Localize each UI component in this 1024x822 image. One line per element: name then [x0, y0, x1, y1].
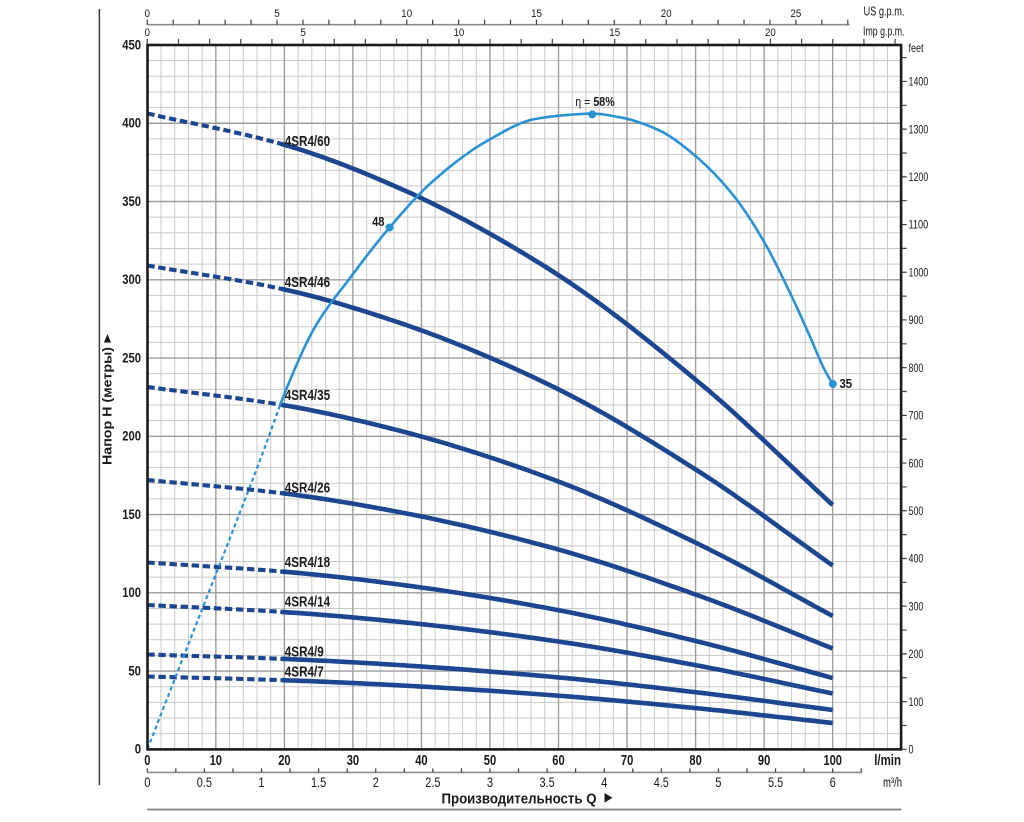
svg-text:4: 4 — [601, 775, 608, 790]
svg-text:l/min: l/min — [874, 752, 901, 769]
svg-text:90: 90 — [758, 752, 770, 769]
svg-text:0.5: 0.5 — [197, 775, 212, 790]
svg-text:200: 200 — [122, 429, 141, 444]
svg-text:500: 500 — [909, 504, 924, 518]
svg-text:15: 15 — [531, 8, 542, 20]
svg-text:4SR4/18: 4SR4/18 — [285, 554, 330, 571]
svg-text:700: 700 — [909, 409, 924, 423]
svg-text:100: 100 — [909, 695, 924, 709]
svg-text:900: 900 — [909, 313, 924, 327]
svg-text:2.5: 2.5 — [425, 775, 440, 790]
svg-text:400: 400 — [122, 116, 141, 131]
svg-text:30: 30 — [347, 752, 359, 769]
svg-text:1400: 1400 — [909, 75, 929, 89]
svg-text:1200: 1200 — [909, 170, 929, 184]
svg-text:350: 350 — [122, 194, 141, 209]
svg-text:5: 5 — [274, 8, 280, 20]
svg-text:4SR4/9: 4SR4/9 — [285, 644, 324, 661]
svg-text:1100: 1100 — [909, 218, 929, 232]
svg-text:Напор Н (метры): Напор Н (метры) — [101, 347, 115, 465]
svg-text:300: 300 — [909, 599, 924, 613]
svg-text:5.5: 5.5 — [768, 775, 783, 790]
svg-text:250: 250 — [122, 350, 141, 365]
svg-text:20: 20 — [278, 752, 290, 769]
svg-text:100: 100 — [122, 585, 141, 600]
svg-text:400: 400 — [909, 552, 924, 566]
svg-text:feet: feet — [909, 41, 924, 55]
svg-text:US g.p.m.: US g.p.m. — [864, 5, 905, 19]
svg-text:5: 5 — [300, 27, 306, 39]
svg-text:48: 48 — [372, 215, 384, 229]
svg-text:Производительность Q: Производительность Q — [442, 791, 597, 807]
svg-text:1: 1 — [258, 775, 264, 790]
svg-text:4SR4/60: 4SR4/60 — [285, 133, 330, 150]
svg-text:1000: 1000 — [909, 266, 929, 280]
svg-text:4SR4/14: 4SR4/14 — [285, 594, 331, 611]
svg-text:450: 450 — [122, 37, 141, 52]
svg-text:100: 100 — [823, 752, 842, 769]
svg-text:0: 0 — [144, 752, 150, 769]
svg-text:70: 70 — [621, 752, 633, 769]
svg-text:0: 0 — [135, 742, 141, 757]
svg-text:m³/h: m³/h — [883, 775, 902, 790]
svg-text:5: 5 — [715, 775, 721, 790]
svg-text:600: 600 — [909, 456, 924, 470]
svg-text:150: 150 — [122, 507, 141, 522]
svg-text:20: 20 — [765, 27, 776, 39]
svg-text:4SR4/46: 4SR4/46 — [285, 274, 330, 291]
svg-text:Imp g.p.m.: Imp g.p.m. — [863, 25, 905, 39]
svg-text:3.5: 3.5 — [540, 775, 555, 790]
svg-text:20: 20 — [661, 8, 672, 20]
svg-text:4SR4/7: 4SR4/7 — [285, 664, 324, 681]
svg-text:η = 58%: η = 58% — [575, 95, 615, 109]
svg-text:4SR4/35: 4SR4/35 — [285, 387, 330, 404]
svg-text:300: 300 — [122, 272, 141, 287]
svg-text:4.5: 4.5 — [654, 775, 669, 790]
svg-text:10: 10 — [401, 8, 412, 20]
svg-text:0: 0 — [909, 743, 914, 757]
svg-text:200: 200 — [909, 647, 924, 661]
svg-text:15: 15 — [609, 27, 620, 39]
svg-text:800: 800 — [909, 361, 924, 375]
svg-text:25: 25 — [791, 8, 802, 20]
svg-text:1.5: 1.5 — [311, 775, 326, 790]
svg-text:0: 0 — [145, 8, 151, 20]
svg-text:4SR4/26: 4SR4/26 — [285, 479, 330, 496]
svg-text:60: 60 — [552, 752, 564, 769]
svg-text:2: 2 — [373, 775, 379, 790]
svg-text:6: 6 — [830, 775, 836, 790]
svg-text:10: 10 — [454, 27, 465, 39]
svg-text:35: 35 — [840, 377, 853, 391]
svg-text:50: 50 — [128, 663, 141, 678]
svg-text:0: 0 — [144, 775, 150, 790]
svg-text:10: 10 — [210, 752, 222, 769]
svg-text:80: 80 — [689, 752, 701, 769]
svg-text:40: 40 — [415, 752, 427, 769]
svg-text:0: 0 — [145, 27, 151, 39]
svg-text:50: 50 — [484, 752, 496, 769]
svg-text:1300: 1300 — [909, 122, 929, 136]
svg-text:3: 3 — [487, 775, 493, 790]
